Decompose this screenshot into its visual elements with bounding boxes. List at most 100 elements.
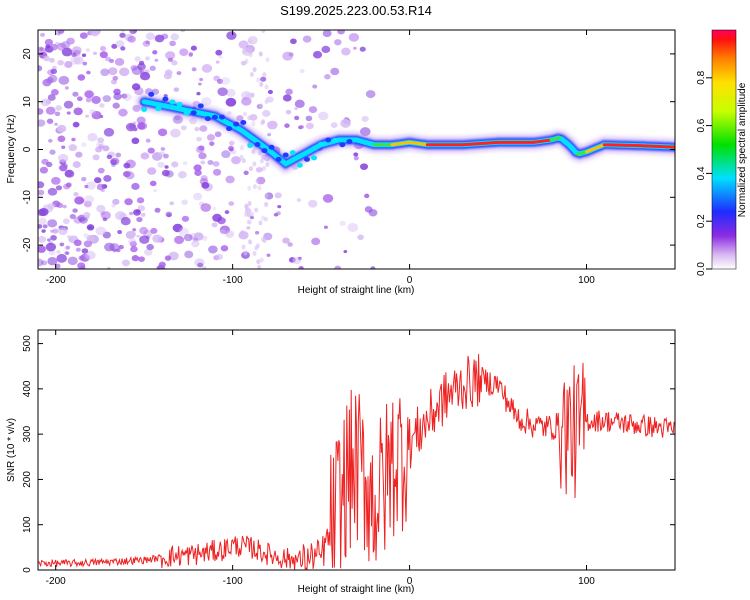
ridge-blob [268,144,275,150]
spectrogram-speckle [299,125,305,129]
spectrogram-speckle [74,196,85,205]
spectrogram-streak [240,230,245,236]
spectrogram-speckle [97,167,105,174]
spectrogram-speckle [282,51,294,61]
spectrogram-speckle [42,224,48,229]
spectrogram-speckle [198,82,202,86]
spectrogram-speckle [45,106,56,115]
spectrogram-speckle [57,30,65,34]
spectrogram-speckle [38,65,43,72]
spectrogram-speckle [241,96,252,106]
spectrogram-speckle [73,56,84,65]
spectrogram-speckle [45,44,51,49]
ridge-blob [275,156,282,162]
ridge-blob [339,142,346,148]
spectrogram-speckle [79,198,85,203]
spectrogram-speckle [149,65,156,71]
spectrogram-streak [247,185,252,191]
spectrogram-speckle [170,128,181,138]
ridge-blob [325,137,332,143]
spectrogram-speckle [100,68,110,77]
spectrogram-speckle [194,258,205,268]
spectrogram-speckle [368,209,378,217]
spectrogram-speckle [188,51,194,56]
spectrogram-speckle [83,200,92,208]
spectrogram-speckle [73,107,83,116]
spectrogram-speckle [225,88,236,97]
spectrogram-speckle [100,211,111,220]
ridge-blob [303,156,310,162]
spectrogram-speckle [56,202,64,209]
spectrogram-speckle [172,223,183,233]
spectrogram-speckle [63,100,74,109]
figure-title: S199.2025.223.00.53.R14 [280,3,432,18]
ridge-blob [219,114,226,120]
spectrogram-speckle [103,174,112,182]
snr-x-tick-label: 0 [407,576,413,587]
spectrogram-speckle [200,175,208,182]
spectrogram-speckle [73,239,82,247]
spectrogram-speckle [200,203,212,212]
spectrogram-speckle [226,31,237,40]
ridge-blob [148,91,155,97]
ridge-blob [289,150,296,156]
spectrogram-speckle [288,52,294,57]
spectrogram-speckle [180,125,187,131]
spectrogram-speckle [181,199,188,205]
spectrogram-y-tick-label: 0 [22,146,33,152]
spectrogram-speckle [231,156,241,165]
spectrogram-speckle [38,245,46,253]
spectrogram-speckle [64,245,70,251]
spectrogram-speckle [61,47,73,57]
spectrogram-speckle [119,67,130,77]
spectrogram-speckle [44,38,54,46]
spectrogram-speckle [47,257,58,266]
spectrogram-speckle [54,41,60,47]
spectrogram-speckle [94,177,102,184]
spectrogram-speckle [209,141,215,146]
spectrogram-speckle [249,215,254,220]
spectrogram-speckle [92,154,100,161]
spectrogram-speckle [111,43,118,49]
spectrogram-speckle [243,170,249,175]
spectrogram-speckle [214,131,222,138]
spectrogram-speckle [182,161,188,166]
ridge-blob [176,101,183,107]
snr-series-line [38,353,675,570]
spectrogram-speckle [153,189,157,193]
spectrogram-speckle [69,213,76,220]
ridge-core [408,140,429,147]
spectrogram-speckle [288,257,296,263]
spectrogram-speckle [174,235,185,245]
spectrogram-streak [259,103,264,109]
ridge-core [638,144,675,149]
spectrogram-speckle [164,165,169,169]
spectrogram-speckle [131,182,140,190]
spectrogram-speckle [101,184,108,189]
spectrogram-speckle [246,226,251,230]
spectrogram-speckle [212,213,222,222]
spectrogram-streak [249,71,254,77]
spectrogram-streak [244,204,249,210]
spectrogram-speckle [150,227,158,234]
spectrogram-speckle [38,181,45,189]
spectrogram-streak [247,212,252,218]
spectrogram-speckle [49,57,55,63]
spectrogram-speckle [274,192,282,199]
spectrogram-speckle [95,226,107,236]
spectrogram-streak [254,207,259,213]
colorbar-gradient [711,29,737,270]
spectrogram-speckle [62,218,70,225]
spectrogram-y-tick-label: -20 [22,237,33,252]
spectrogram-speckle [334,265,342,269]
spectrogram-speckle [138,256,145,263]
spectrogram-speckle [158,151,166,157]
spectrogram-speckle [171,161,179,168]
spectrogram-speckle [40,98,51,107]
spectrogram-speckle [47,187,58,196]
spectrogram-speckle [52,200,61,208]
spectrogram-speckle [41,260,48,266]
spectrogram-speckle [183,233,193,242]
spectrogram-x-tick-label: 100 [578,275,595,286]
spectrogram-speckle [147,167,157,175]
